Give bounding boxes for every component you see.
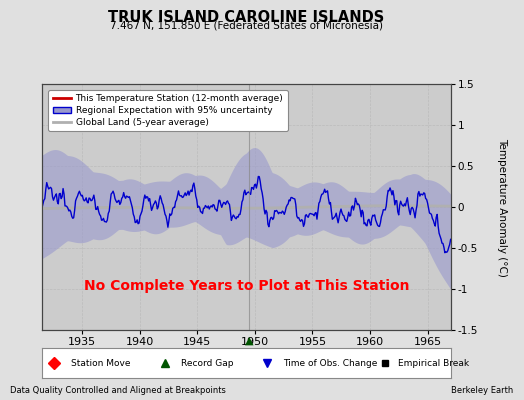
- Text: TRUK ISLAND CAROLINE ISLANDS: TRUK ISLAND CAROLINE ISLANDS: [108, 10, 385, 25]
- Text: Berkeley Earth: Berkeley Earth: [451, 386, 514, 395]
- Text: Station Move: Station Move: [71, 358, 130, 368]
- Text: Record Gap: Record Gap: [181, 358, 233, 368]
- Y-axis label: Temperature Anomaly (°C): Temperature Anomaly (°C): [497, 138, 507, 276]
- Legend: This Temperature Station (12-month average), Regional Expectation with 95% uncer: This Temperature Station (12-month avera…: [49, 90, 288, 131]
- Text: 7.467 N, 151.850 E (Federated States of Micronesia): 7.467 N, 151.850 E (Federated States of …: [110, 20, 383, 30]
- Text: Time of Obs. Change: Time of Obs. Change: [283, 358, 377, 368]
- Text: No Complete Years to Plot at This Station: No Complete Years to Plot at This Statio…: [83, 279, 409, 293]
- Text: Empirical Break: Empirical Break: [398, 358, 468, 368]
- Text: Data Quality Controlled and Aligned at Breakpoints: Data Quality Controlled and Aligned at B…: [10, 386, 226, 395]
- Text: ▲: ▲: [245, 336, 254, 346]
